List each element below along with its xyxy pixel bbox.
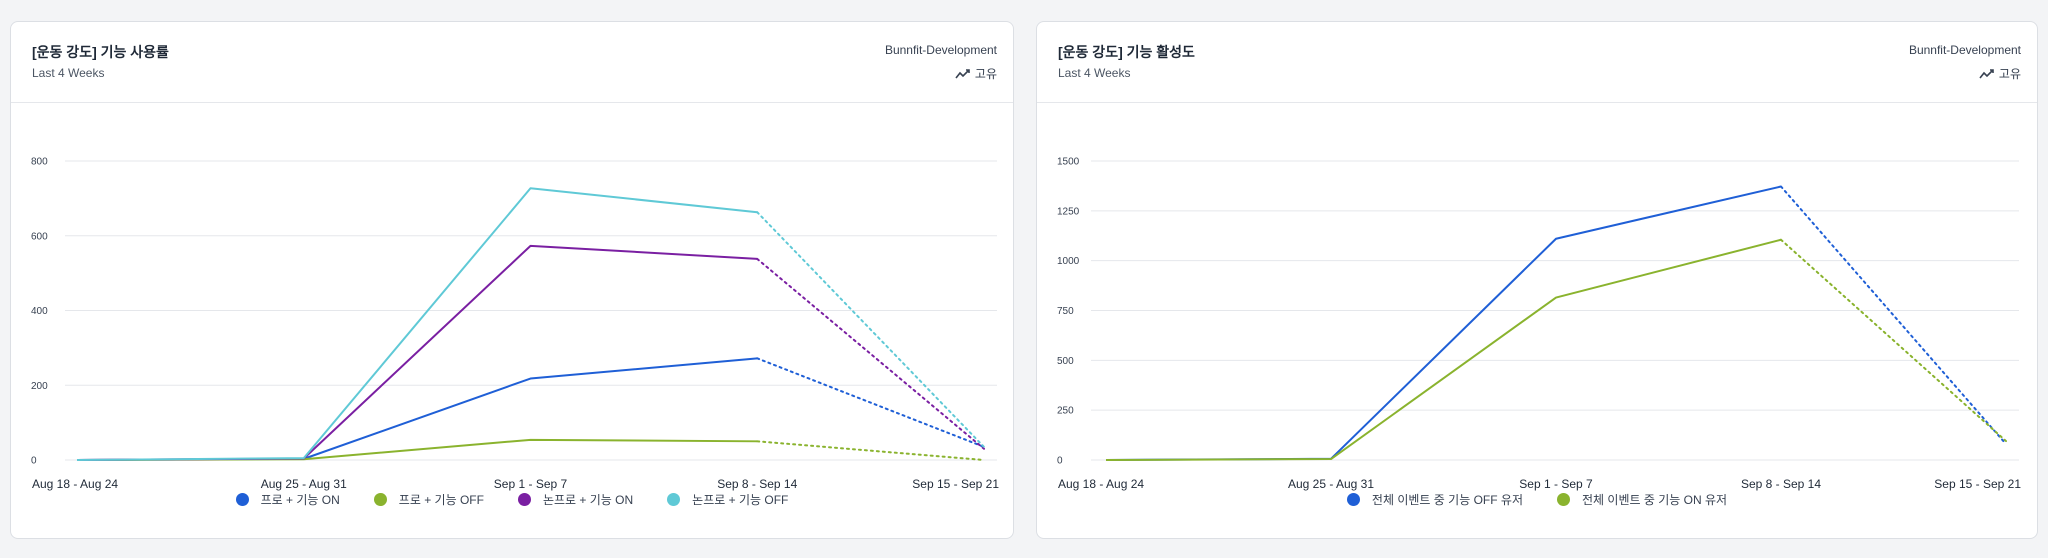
legend-item[interactable]: 논프로 + 기능 ON	[517, 491, 634, 508]
legend-swatch	[373, 493, 387, 506]
chart-card-usage: [운동 강도] 기능 사용률 Last 4 Weeks Bunnfit-Deve…	[10, 21, 1014, 539]
series-line[interactable]	[1105, 238, 1782, 461]
metric-type[interactable]: 고유	[955, 65, 997, 82]
y-tick-label: 200	[31, 381, 48, 392]
legend-swatch	[235, 493, 249, 506]
chart-title[interactable]: [운동 강도] 기능 사용률	[32, 44, 169, 60]
series-line-incomplete[interactable]	[756, 357, 985, 448]
y-tick-label: 1250	[1057, 206, 1080, 217]
series-line-incomplete[interactable]	[756, 257, 985, 450]
chart-legend: 프로 + 기능 ON 프로 + 기능 OFF 논프로 + 기능 ON 논프로 + 기능…	[11, 491, 1013, 508]
chart-card-activity: [운동 강도] 기능 활성도 Last 4 Weeks Bunnfit-Deve…	[1036, 21, 2038, 539]
chart-legend: 전체 이벤트 중 기능 OFF 유저 전체 이벤트 중 기능 ON 유저	[1037, 491, 2037, 508]
y-tick-label: 500	[1057, 356, 1074, 367]
x-tick-label: Sep 1 - Sep 7	[1519, 477, 1593, 491]
x-tick-label: Aug 25 - Aug 31	[261, 477, 347, 491]
x-tick-label: Sep 8 - Sep 14	[717, 477, 797, 491]
legend-swatch	[1346, 493, 1360, 506]
series-line-incomplete[interactable]	[756, 211, 985, 448]
metric-label: 고유	[974, 67, 997, 81]
x-tick-label: Aug 18 - Aug 24	[32, 477, 118, 491]
x-tick-label: Aug 18 - Aug 24	[1058, 477, 1144, 491]
legend-item[interactable]: 논프로 + 기능 OFF	[667, 491, 788, 508]
y-tick-label: 1500	[1057, 157, 1080, 168]
project-name[interactable]: Bunnfit-Development	[884, 43, 997, 57]
x-tick-label: Sep 15 - Sep 21	[912, 477, 999, 491]
chart-title[interactable]: [운동 강도] 기능 활성도	[1058, 44, 1195, 60]
y-tick-label: 250	[1057, 406, 1074, 417]
trend-line-icon	[1979, 68, 1994, 78]
legend-item[interactable]: 전체 이벤트 중 기능 OFF 유저	[1346, 491, 1523, 508]
y-tick-label: 600	[31, 231, 48, 242]
legend-item[interactable]: 전체 이벤트 중 기능 ON 유저	[1557, 491, 1727, 508]
chart-date-range: Last 4 Weeks	[1058, 66, 1131, 80]
x-tick-label: Aug 25 - Aug 31	[1288, 477, 1374, 491]
series-line-incomplete[interactable]	[1780, 185, 2007, 446]
y-tick-label: 0	[31, 456, 37, 467]
card-header: [운동 강도] 기능 활성도 Last 4 Weeks Bunnfit-Deve…	[1037, 22, 2037, 103]
trend-line-icon	[955, 68, 970, 78]
x-tick-label: Sep 8 - Sep 14	[1741, 477, 1821, 491]
metric-label: 고유	[1998, 67, 2021, 81]
legend-label: 프로 + 기능 OFF	[398, 493, 484, 507]
series-line[interactable]	[76, 244, 758, 461]
y-tick-label: 750	[1057, 306, 1074, 317]
series-line[interactable]	[76, 438, 758, 461]
x-tick-label: Sep 1 - Sep 7	[494, 477, 568, 491]
legend-label: 논프로 + 기능 ON	[542, 493, 634, 507]
legend-label: 전체 이벤트 중 기능 OFF 유저	[1371, 493, 1523, 507]
y-tick-label: 400	[31, 306, 48, 317]
y-tick-label: 0	[1057, 456, 1063, 467]
x-tick-label: Sep 15 - Sep 21	[1934, 477, 2021, 491]
legend-swatch	[1557, 493, 1570, 506]
legend-label: 프로 + 기능 ON	[260, 493, 340, 507]
series-line[interactable]	[76, 187, 758, 461]
legend-label: 논프로 + 기능 OFF	[692, 493, 789, 507]
card-header: [운동 강도] 기능 사용률 Last 4 Weeks Bunnfit-Deve…	[11, 22, 1013, 103]
line-chart-activity: 0 250 500 750 1000 1250 1500 Aug 18 - Aug 24 Aug…	[1057, 157, 2021, 492]
series-line-incomplete[interactable]	[1780, 238, 2007, 443]
series-line-incomplete[interactable]	[756, 440, 985, 461]
legend-item[interactable]: 프로 + 기능 ON	[235, 491, 340, 508]
chart-date-range: Last 4 Weeks	[32, 66, 105, 80]
line-chart-usage: 0 200 400 600 800 Aug 18 - Aug 24 Aug 25 - Aug…	[31, 157, 999, 492]
y-tick-label: 800	[31, 157, 48, 168]
legend-item[interactable]: 프로 + 기능 OFF	[373, 491, 484, 508]
series-line[interactable]	[76, 357, 758, 461]
metric-type[interactable]: 고유	[1979, 65, 2021, 82]
project-name[interactable]: Bunnfit-Development	[1908, 43, 2021, 57]
y-tick-label: 1000	[1057, 256, 1080, 267]
legend-label: 전체 이벤트 중 기능 ON 유저	[1582, 493, 1728, 507]
legend-swatch	[517, 493, 531, 506]
series-line[interactable]	[1105, 185, 1782, 461]
legend-swatch	[667, 493, 681, 506]
